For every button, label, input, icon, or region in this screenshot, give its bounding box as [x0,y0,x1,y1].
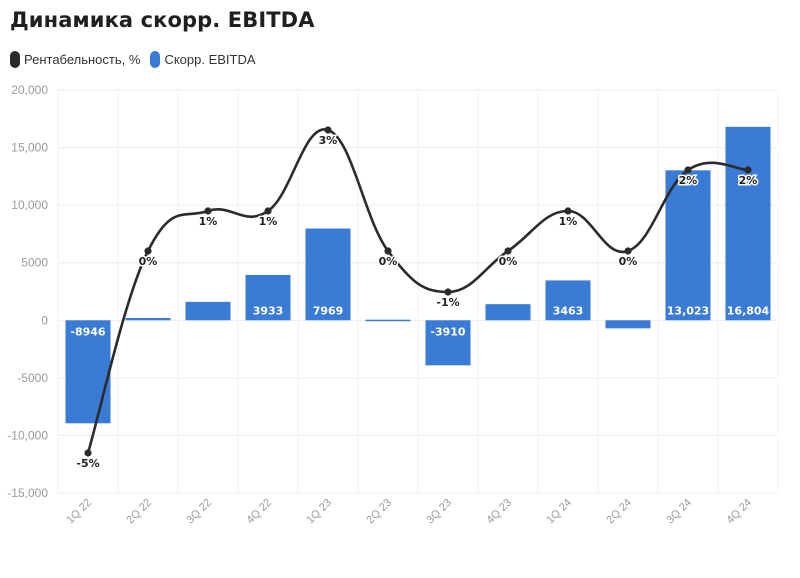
bar [725,126,771,321]
margin-point [324,126,332,134]
margin-point [504,247,512,255]
legend-swatch-line [10,51,20,68]
x-tick-label: 4Q 23 [484,497,514,527]
bar-value-label: 3463 [553,304,584,317]
bar [185,301,231,321]
margin-point [744,166,752,174]
margin-value-label: 1% [559,215,578,228]
axis-layer: 20,000 15,000 10,000 5000 0 -5000 -10,000 -15,0… [7,83,754,526]
margin-value-label: 1% [199,215,218,228]
margin-point [384,247,392,255]
bar [365,319,411,322]
x-tick-label: 2Q 22 [124,497,154,527]
bar-layer [65,126,771,424]
bar [485,304,531,321]
x-tick-label: 1Q 22 [64,497,94,527]
bar [665,170,711,321]
bar [425,320,471,366]
margin-value-label: 2% [739,174,758,187]
margin-value-label: -1% [436,296,459,309]
x-tick-label: 3Q 23 [424,497,454,527]
legend: Рентабельность, % Скорр. EBITDA [10,51,266,68]
y-tick-label: 5000 [21,256,48,270]
y-tick-label: -5000 [17,371,48,385]
x-tick-label: 4Q 24 [724,497,754,527]
y-tick-label: 10,000 [11,198,48,212]
bar-value-label: 7969 [313,304,344,317]
label-layer: -8946 3933 7969 -3910 3463 13,023 16,804 -5% 0% 1… [70,133,770,472]
margin-point [564,207,572,215]
y-tick-label: 15,000 [11,141,48,155]
x-tick-label: 1Q 24 [544,497,574,527]
margin-point [84,449,92,457]
margin-value-label: 1% [259,215,278,228]
bar-value-label: -3910 [430,325,466,338]
margin-value-label: 3% [319,134,338,147]
margin-point [624,247,632,255]
x-tick-label: 1Q 23 [304,497,334,527]
margin-point [144,247,152,255]
margin-value-label: 2% [679,174,698,187]
bar-value-label: -8946 [70,325,106,338]
legend-label-margin: Рентабельность, % [24,52,141,67]
legend-label-ebitda: Скорр. EBITDA [164,52,256,67]
line-layer [84,126,752,457]
bar [65,320,111,424]
grid-layer [57,89,779,494]
margin-value-label: 0% [499,255,518,268]
y-tick-label: -10,000 [7,428,48,442]
y-tick-label: 20,000 [11,83,48,97]
x-tick-label: 3Q 22 [184,497,214,527]
bar-value-label: 3933 [253,304,284,317]
margin-value-label: 0% [379,255,398,268]
bar-value-label: 13,023 [667,304,709,317]
x-tick-label: 4Q 22 [244,497,274,527]
margin-value-label: -5% [76,457,99,470]
chart-title: Динамика скорр. EBITDA [10,8,315,32]
margin-value-label: 0% [139,255,158,268]
x-tick-label: 2Q 23 [364,497,394,527]
bar-value-label: 16,804 [727,304,770,317]
x-tick-label: 2Q 24 [604,497,634,527]
legend-swatch-bar [150,51,161,68]
margin-value-label: 0% [619,255,638,268]
x-tick-label: 3Q 24 [664,497,694,527]
bar [245,275,291,321]
legend-item-ebitda[interactable]: Скорр. EBITDA [150,51,256,68]
y-tick-label: 0 [41,313,48,327]
bar [545,280,591,321]
y-tick-label: -15,000 [7,486,48,500]
bar [125,317,171,321]
margin-point [264,207,272,215]
margin-point [444,288,452,296]
bar [605,320,651,329]
legend-item-margin[interactable]: Рентабельность, % [10,51,140,68]
margin-point [204,207,212,215]
margin-point [684,166,692,174]
bar [305,228,351,321]
